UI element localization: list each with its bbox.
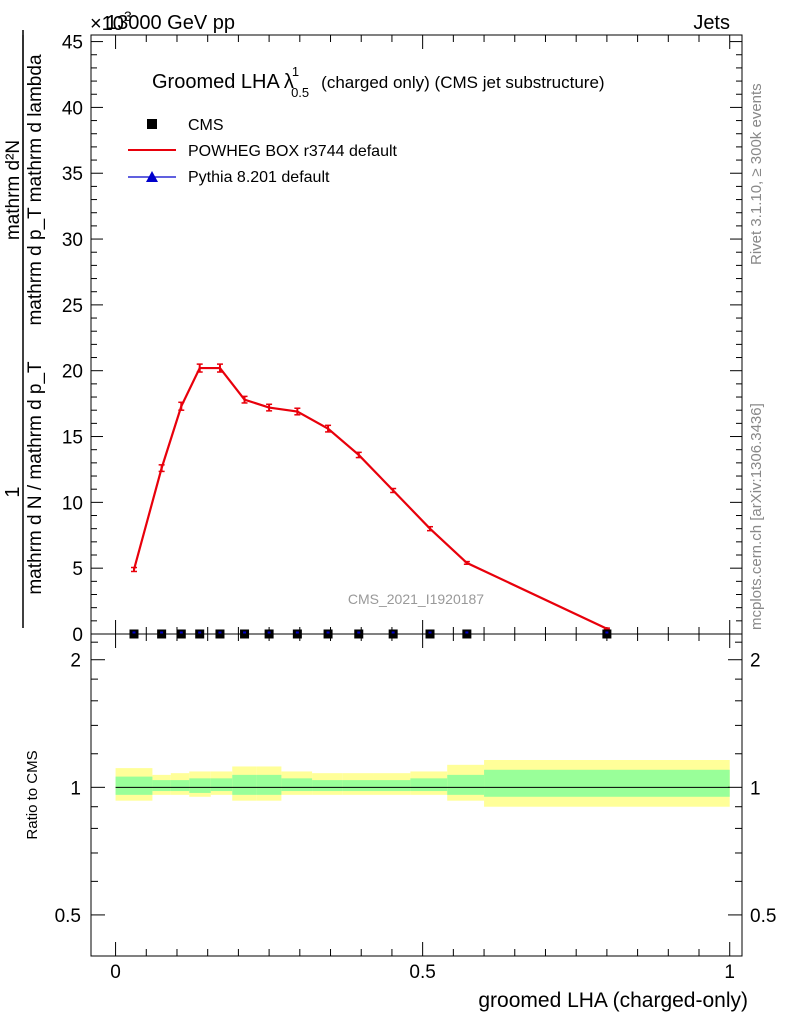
ratio-plot-frame xyxy=(90,633,743,957)
ratio-y-tick-label-right: 2 xyxy=(750,651,761,672)
powheg-series-line xyxy=(132,366,608,630)
x-tick-label: 0 xyxy=(110,962,121,983)
ylabel-denominator: mathrm d p_T mathrm d lambda xyxy=(25,54,46,325)
legend: CMS POWHEG BOX r3744 default Pythia 8.20… xyxy=(128,117,398,186)
ratio-band-green xyxy=(232,774,257,795)
ylabel-prefix-denominator: mathrm d N / mathrm d p_T xyxy=(25,361,46,595)
pythia-data-point xyxy=(326,631,330,635)
pythia-data-point xyxy=(605,631,609,635)
pythia-data-point xyxy=(218,631,222,635)
pythia-data-point xyxy=(243,631,247,635)
main-plot: 0 5 10 15 20 25 30 35 40 45 CMS_2021_I1920187 Gro… xyxy=(2,30,743,646)
ratio-y-tick-label: 2 xyxy=(70,651,81,672)
rivet-label: Rivet 3.1.10, ≥ 300k events xyxy=(748,83,765,265)
x-tick-label: 0.5 xyxy=(409,962,435,983)
main-y-tick-label: 45 xyxy=(62,33,83,54)
ratio-band-green xyxy=(115,776,153,795)
ratio-y-tick-label-right: 0.5 xyxy=(750,906,776,927)
pythia-data-point xyxy=(198,631,202,635)
main-y-tick-label: 10 xyxy=(62,493,83,514)
pythia-data-point xyxy=(357,631,361,635)
pythia-data-point xyxy=(132,631,136,635)
ratio-band-green xyxy=(484,769,730,797)
x-tick-label: 1 xyxy=(724,962,735,983)
pythia-data-point xyxy=(267,631,271,635)
ratio-band-green xyxy=(189,778,211,793)
ratio-band-green xyxy=(312,780,343,792)
legend-cms-marker xyxy=(147,119,157,129)
ylabel-prefix-numerator: 1 xyxy=(2,486,24,497)
ratio-y-axis-label: Ratio to CMS xyxy=(24,750,41,839)
ratio-y-ticks: 0.5 0.5 1 1 2 2 xyxy=(55,641,776,927)
ratio-y-tick-label: 0.5 xyxy=(55,906,81,927)
watermark: CMS_2021_I1920187 xyxy=(348,591,484,607)
pythia-data-point xyxy=(179,631,183,635)
main-y-tick-label: 40 xyxy=(62,98,83,119)
ratio-band-green xyxy=(152,780,171,792)
pythia-data-point xyxy=(295,631,299,635)
main-y-tick-label: 25 xyxy=(62,296,83,317)
ratio-band-green xyxy=(170,780,190,792)
mcplots-label: mcplots.cern.ch [arXiv:1306.3436] xyxy=(748,403,765,630)
ratio-band-green xyxy=(342,780,374,792)
multiplier-label: ×103 xyxy=(90,8,132,35)
main-y-tick-label: 15 xyxy=(62,428,83,449)
main-y-tick-label: 30 xyxy=(62,230,83,251)
ratio-band-green xyxy=(410,778,448,792)
ratio-y-tick-label: 1 xyxy=(70,778,81,799)
pythia-data-point xyxy=(428,631,432,635)
main-y-tick-label: 0 xyxy=(72,625,83,646)
pythia-data-point xyxy=(160,631,164,635)
collision-energy-label: 13000 GeV pp xyxy=(106,12,235,34)
legend-cms-label: CMS xyxy=(188,117,224,134)
ratio-plot: 0.5 0.51 12 2 0 0.5 1 Ratio to CMS groomed LH… xyxy=(24,633,776,1012)
ratio-band-green xyxy=(373,780,411,792)
pythia-data-point xyxy=(465,631,469,635)
ratio-band-green xyxy=(281,778,313,792)
x-axis-label: groomed LHA (charged-only) xyxy=(478,989,748,1012)
ratio-band-green xyxy=(447,774,485,795)
ratio-x-ticks: 0 0.5 1 xyxy=(110,634,735,983)
main-y-axis-label: 1 mathrm d N / mathrm d p_T mathrm d²N m… xyxy=(2,30,46,628)
main-x-ticks xyxy=(115,35,731,634)
ratio-band-green xyxy=(256,774,282,795)
ratio-y-tick-label-right: 1 xyxy=(750,778,761,799)
ratio-band-green xyxy=(210,778,233,792)
pythia-data-point xyxy=(391,631,395,635)
process-label: Jets xyxy=(693,12,730,34)
ylabel-numerator: mathrm d²N xyxy=(3,140,24,240)
main-y-tick-label: 5 xyxy=(72,559,83,580)
legend-pythia-label: Pythia 8.201 default xyxy=(188,169,330,186)
main-y-tick-label: 35 xyxy=(62,164,83,185)
main-y-tick-label: 20 xyxy=(62,362,83,383)
main-y-ticks: 0 5 10 15 20 25 30 35 40 45 xyxy=(62,33,742,646)
ratio-bands xyxy=(115,760,730,807)
plot-title: Groomed LHA λ1 0.5(charged only) (CMS jet … xyxy=(152,64,605,100)
legend-powheg-label: POWHEG BOX r3744 default xyxy=(188,143,398,160)
legend-pythia-marker xyxy=(146,171,158,182)
